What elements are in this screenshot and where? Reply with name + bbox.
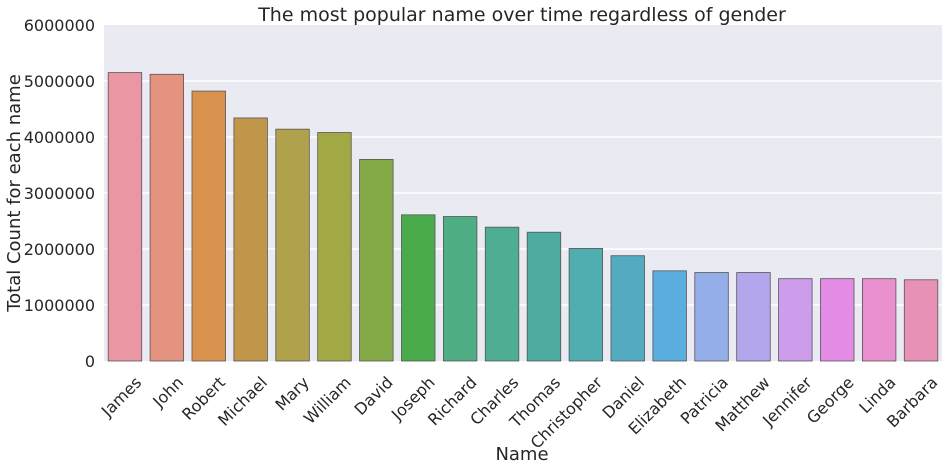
bar-mary bbox=[275, 128, 310, 362]
x-axis-title: Name bbox=[495, 444, 548, 465]
bar-richard bbox=[442, 216, 478, 362]
y-tick-label: 5000000 bbox=[24, 72, 95, 91]
x-tick-label: William bbox=[300, 373, 355, 428]
y-tick-label: 6000000 bbox=[24, 16, 95, 35]
y-axis-title: Total Count for each name bbox=[4, 74, 25, 313]
bar-barbara bbox=[903, 279, 939, 362]
bar-jennifer bbox=[778, 278, 813, 362]
y-tick-labels: 0 1000000 2000000 3000000 4000000 5000000 6000… bbox=[24, 16, 95, 371]
bar-robert bbox=[191, 90, 226, 362]
bar-george bbox=[820, 278, 855, 362]
x-tick-label: George bbox=[803, 373, 858, 428]
y-tick-label: 4000000 bbox=[24, 128, 95, 147]
y-tick-label: 0 bbox=[85, 352, 95, 371]
bar-elizabeth bbox=[652, 270, 687, 362]
bar-john bbox=[149, 73, 185, 362]
bar-james bbox=[107, 72, 143, 362]
y-tick-label: 2000000 bbox=[24, 240, 95, 259]
bar-michael bbox=[233, 117, 268, 362]
chart-title: The most popular name over time regardle… bbox=[257, 4, 786, 26]
bar-william bbox=[317, 132, 352, 362]
y-tick-label: 3000000 bbox=[24, 184, 95, 203]
bar-joseph bbox=[401, 214, 436, 362]
y-tick-label: 1000000 bbox=[24, 296, 95, 315]
bar-matthew bbox=[736, 272, 771, 362]
bar-linda bbox=[861, 278, 897, 362]
bar-daniel bbox=[610, 255, 645, 362]
bars bbox=[107, 72, 939, 362]
bar-charles bbox=[484, 226, 520, 362]
bar-thomas bbox=[526, 231, 562, 362]
x-tick-label: James bbox=[97, 373, 145, 421]
bar-christopher bbox=[568, 248, 604, 362]
bar-patricia bbox=[694, 272, 729, 362]
bar-david bbox=[359, 158, 394, 362]
